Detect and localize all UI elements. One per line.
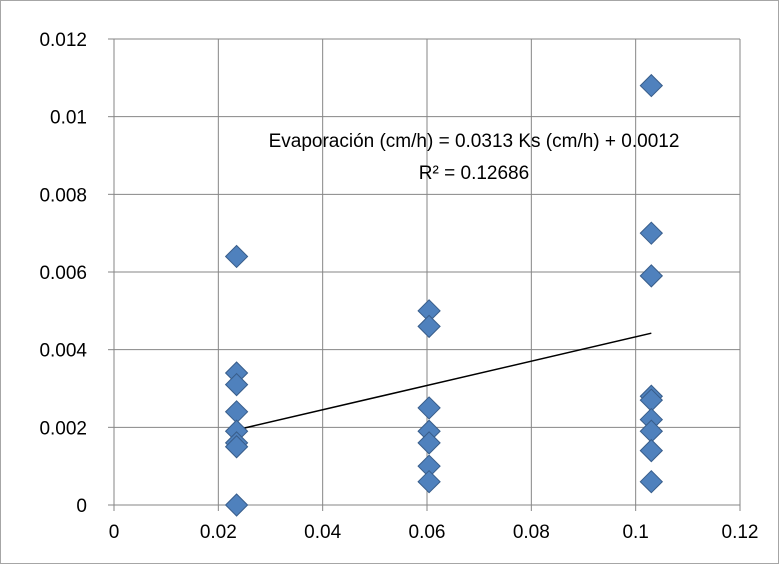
x-tick-label: 0.04	[304, 522, 341, 543]
linear-trendline	[236, 332, 652, 431]
y-tick-label: 0.012	[39, 30, 87, 51]
data-point	[224, 244, 249, 269]
data-point	[224, 400, 249, 424]
data-point	[639, 469, 664, 494]
y-tick-label: 0.01	[50, 108, 87, 129]
x-tick-label: 0	[109, 522, 120, 543]
data-points	[224, 73, 664, 517]
data-point	[417, 314, 441, 339]
trendline-equation: Evaporación (cm/h) = 0.0313 Ks (cm/h) + …	[269, 131, 680, 152]
data-point	[639, 264, 664, 288]
x-tick-label: 0.1	[622, 522, 648, 543]
data-point	[224, 435, 249, 459]
axes	[108, 38, 741, 511]
x-tick-label: 0.06	[409, 522, 446, 543]
data-point	[224, 372, 249, 397]
data-point	[417, 431, 441, 455]
grid	[114, 38, 741, 505]
y-tick-label: 0.002	[39, 418, 87, 439]
data-point	[417, 396, 441, 420]
tick-labels: 0 0.02 0.04 0.06 0.08 0.1 0.12 0 0.002 0.004 0.006…	[39, 30, 758, 543]
data-point	[639, 438, 664, 463]
y-tick-label: 0.004	[39, 341, 87, 362]
y-tick-label: 0	[76, 496, 87, 517]
r-squared-label: R² = 0.12686	[419, 163, 529, 184]
data-point	[417, 469, 441, 494]
x-tick-label: 0.08	[513, 522, 550, 543]
data-point	[639, 73, 664, 98]
x-tick-label: 0.12	[722, 522, 759, 543]
y-tick-label: 0.008	[39, 185, 87, 206]
annotations: Evaporación (cm/h) = 0.0313 Ks (cm/h) + …	[269, 131, 680, 184]
data-point	[639, 221, 664, 245]
y-tick-label: 0.006	[39, 263, 87, 284]
data-point	[224, 493, 249, 517]
x-tick-label: 0.02	[200, 522, 237, 543]
trendline-layer	[236, 332, 652, 431]
